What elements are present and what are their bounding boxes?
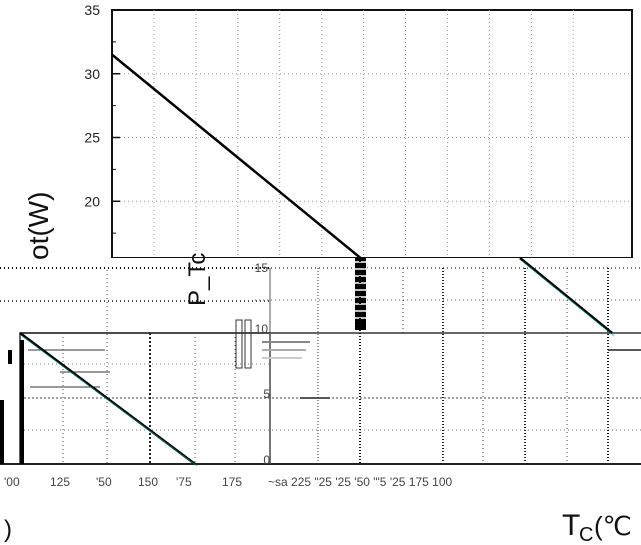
y-tick-label: 25 [84,130,100,146]
left-subplot-x-tick-label: '00 [4,475,20,489]
left-subplot-x-tick-label: '50 [96,475,112,489]
x-axis-title-fragment: ) [4,516,12,543]
right-subplot-tick-label: 15 [255,261,269,275]
y-axis-title-fragment: ot(W) [23,192,54,260]
horizontal-gridlines [112,73,632,202]
main-plot-area: 35 30 25 20 15 [84,2,633,275]
y-axis-title: P_Tc [184,253,211,306]
left-subplot-x-tick-label: 125 [50,475,70,489]
right-subplot-series-line [519,257,613,334]
artifact-ladder [355,261,370,319]
x-axis-title-main: T [562,509,580,542]
artifact-stroke [244,319,252,369]
left-subplot-x-tick-labels: '00 125 '50 150 '75 175 [4,475,242,489]
axis-titles: ot(W) P_Tc ) T C (℃ [4,192,632,545]
artifact-color-fringe [21,335,198,467]
right-subplot-tick-label: 10 [255,322,269,336]
y-tick-label: 35 [84,2,100,18]
artifact-bar [0,400,4,464]
y-tick-label: 20 [84,193,100,209]
left-subplot-x-tick-label: 175 [222,475,242,489]
derating-series-line [111,53,367,264]
artifact-mask [0,258,641,468]
y-tick-label: 30 [84,66,100,82]
x-axis-title-sub: C [579,524,593,545]
scan-artifact-region: 15 10 5 0 '00 125 '50 150 '75 175 ~sa 225 "25 '2… [0,257,641,489]
left-subplot-x-tick-label: '75 [176,475,192,489]
right-subplot-tick-label: 5 [263,387,270,401]
artifact-bar [20,340,24,464]
vertical-gridlines [153,10,574,258]
artifact-stroke [235,319,243,369]
right-subplot-tick-label: 0 [263,453,270,467]
right-subplot-tick-labels: 15 10 5 0 [255,261,271,467]
left-subplot-x-tick-label: 150 [138,475,158,489]
artifact-color-fringe [521,260,615,337]
artifact-glitch-text: ~sa 225 "25 '25 '50 "'5 '25 175 100 [268,475,452,489]
left-subplot-series-line [19,331,196,466]
artifact-bar [8,350,12,364]
x-axis-title-unit: (℃ [594,511,632,541]
